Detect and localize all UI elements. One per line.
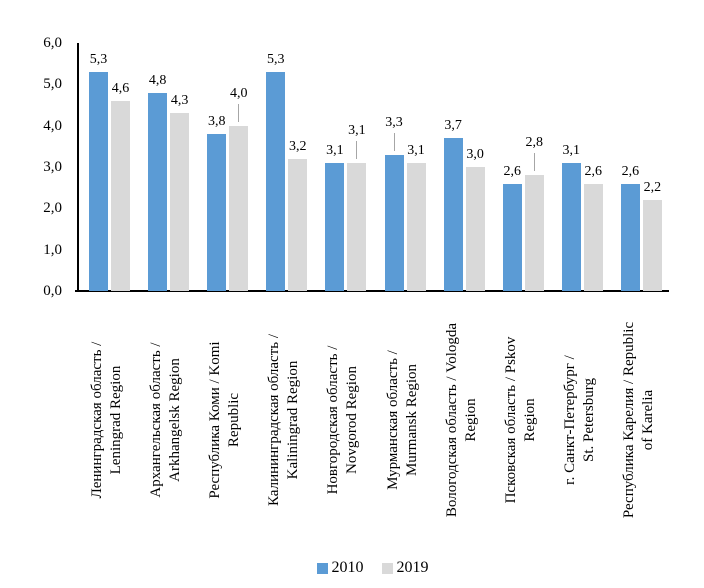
data-label-2019: 2,2 — [643, 180, 662, 196]
label-leader-line — [393, 132, 395, 151]
y-tick-label: 5,0 — [43, 76, 62, 93]
y-tick-label: 6,0 — [43, 35, 62, 51]
category-label-text: Ленинградская область / Leningrad Region — [88, 341, 124, 499]
bar-2010 — [384, 154, 404, 291]
category-label-text: Архангельская область / Arkhangelsk Regio… — [147, 342, 183, 498]
y-axis-line — [77, 43, 79, 291]
data-label-2010: 3,7 — [444, 118, 462, 134]
category-label-text: Калининградская область / Kaliningrad Reg… — [265, 333, 301, 507]
bar-2010 — [148, 92, 168, 291]
bar-2010 — [561, 162, 581, 291]
category-label-text: Псковская область / Pskov Region — [502, 336, 538, 504]
data-label-2019: 3,2 — [289, 138, 307, 154]
category-label: Новгородская область / Novgorod Region — [313, 296, 372, 544]
x-axis-line — [75, 290, 669, 292]
data-label-2019: 2,6 — [584, 163, 603, 179]
data-label-2019: 4,6 — [111, 80, 130, 96]
data-label-2010: 3,1 — [326, 142, 344, 158]
legend-item-2019: 2019 — [381, 559, 429, 577]
legend-swatch — [316, 562, 328, 574]
category-label: Республика Коми / Komi Republic — [195, 296, 254, 544]
data-label-2010: 2,6 — [621, 163, 640, 179]
category-label: Республика Карелия / Republic of Karelia — [609, 296, 668, 544]
data-label-2010: 5,3 — [89, 51, 108, 67]
bar-2010 — [89, 71, 108, 291]
data-label-2019: 4,0 — [229, 85, 248, 101]
label-leader-line — [533, 153, 535, 172]
bar-2019 — [229, 125, 249, 291]
bar-2010 — [502, 183, 522, 291]
category-label: Калининградская область / Kaliningrad Reg… — [254, 296, 313, 544]
bar-2019 — [111, 100, 130, 291]
category-label: Мурманская область / Murmansk Region — [373, 296, 432, 544]
data-label-2019: 3,0 — [466, 147, 484, 162]
bar-2019 — [465, 167, 485, 291]
category-label: г. Санкт-Петербург / St. Petersburg — [550, 296, 609, 544]
y-tick-label: 3,0 — [43, 159, 62, 175]
bar-2010 — [325, 162, 345, 291]
legend-item-2010: 2010 — [316, 559, 364, 577]
y-tick-label: 2,0 — [43, 200, 62, 217]
category-label: Ленинградская область / Leningrad Region — [77, 296, 136, 544]
category-label-text: г. Санкт-Петербург / St. Petersburg — [561, 355, 597, 485]
bar-2019 — [288, 158, 308, 291]
data-label-2019: 2,8 — [525, 135, 543, 151]
y-tick-label: 1,0 — [43, 241, 62, 258]
data-label-2010: 5,3 — [267, 51, 285, 67]
data-label-2010: 3,1 — [562, 142, 581, 158]
bar-2019 — [642, 200, 662, 291]
bar-2010 — [207, 133, 227, 291]
bar-2010 — [620, 183, 640, 291]
data-label-2010: 2,6 — [503, 163, 521, 179]
label-leader-line — [238, 103, 240, 122]
bar-2019 — [524, 175, 544, 291]
bar-2010 — [266, 71, 286, 291]
legend-label: 2010 — [331, 559, 364, 576]
legend-swatch — [381, 562, 393, 574]
label-leader-line — [356, 140, 358, 159]
category-label-text: Новгородская область / Novgorod Region — [324, 345, 360, 495]
category-label-text: Республика Коми / Komi Republic — [206, 341, 242, 499]
category-label: Архангельская область / Arkhangelsk Regio… — [136, 296, 195, 544]
category-label-text: Мурманская область / Murmansk Region — [384, 350, 419, 490]
data-label-2019: 3,1 — [407, 142, 425, 158]
category-label: Псковская область / Pskov Region — [491, 296, 550, 544]
legend-label: 2019 — [396, 559, 429, 576]
bar-2019 — [347, 162, 367, 291]
bar-2010 — [443, 138, 463, 291]
category-label-text: Вологодская область / Vologda Region — [443, 322, 479, 518]
y-tick-label: 4,0 — [43, 117, 62, 134]
category-label-text: Республика Карелия / Republic of Karelia — [620, 321, 656, 519]
data-label-2010: 3,8 — [207, 113, 226, 129]
chart-legend: 2010 2019 — [77, 556, 668, 580]
category-label: Вологодская область / Vologda Region — [432, 296, 491, 544]
y-tick-label: 0,0 — [43, 283, 62, 299]
data-label-2019: 4,3 — [170, 93, 189, 109]
data-label-2010: 4,8 — [148, 72, 167, 88]
data-label-2010: 3,3 — [385, 114, 403, 130]
bar-2019 — [406, 162, 426, 291]
data-label-2019: 3,1 — [348, 122, 366, 138]
bar-2019 — [170, 113, 190, 291]
bar-2019 — [583, 183, 603, 291]
